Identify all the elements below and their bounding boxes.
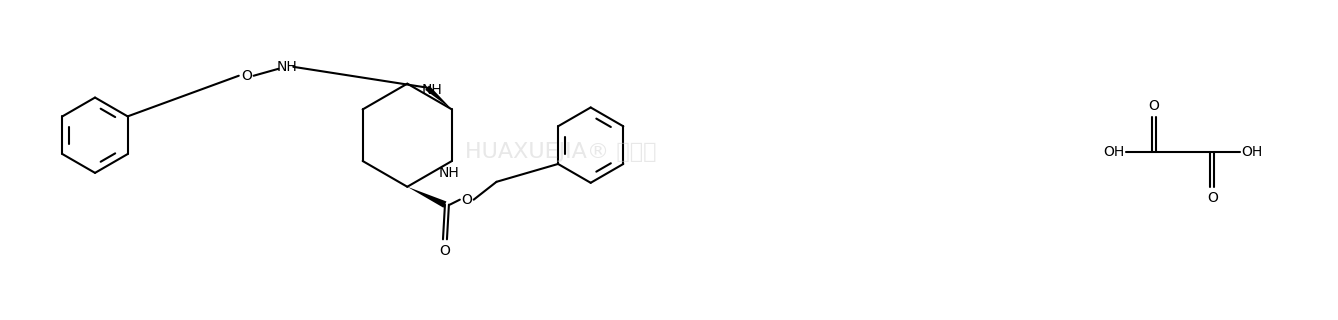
Text: NH: NH bbox=[277, 60, 298, 74]
Text: O: O bbox=[1148, 100, 1159, 114]
Text: O: O bbox=[1207, 191, 1218, 205]
Text: NH: NH bbox=[421, 83, 443, 97]
Text: NH: NH bbox=[439, 166, 459, 180]
Text: HUAXUEJIA® 化学库: HUAXUEJIA® 化学库 bbox=[466, 142, 657, 162]
Text: OH: OH bbox=[1104, 145, 1125, 159]
Text: O: O bbox=[241, 69, 252, 83]
Text: O: O bbox=[439, 244, 451, 258]
Polygon shape bbox=[425, 85, 452, 109]
Text: OH: OH bbox=[1242, 145, 1263, 159]
Polygon shape bbox=[407, 187, 447, 208]
Text: O: O bbox=[462, 193, 472, 207]
